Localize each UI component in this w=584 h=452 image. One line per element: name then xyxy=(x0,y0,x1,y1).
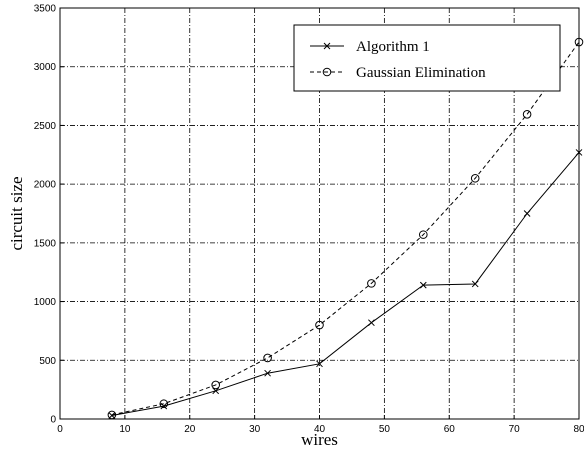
y-tick-label: 3500 xyxy=(34,4,57,15)
data-point xyxy=(211,380,220,390)
series-line xyxy=(111,152,580,416)
x-tick-label: 60 xyxy=(444,424,456,435)
data-point xyxy=(471,280,479,288)
data-point xyxy=(575,149,583,156)
y-tick-label: 2000 xyxy=(34,180,57,191)
x-tick-label: 10 xyxy=(119,424,131,435)
legend-entry: Gaussian Elimination xyxy=(310,65,486,81)
y-tick-label: 0 xyxy=(50,415,56,426)
data-point xyxy=(419,281,427,289)
y-tick-label: 1500 xyxy=(34,238,57,249)
legend-label: Algorithm 1 xyxy=(356,39,430,55)
y-axis-label: circuit size xyxy=(7,176,26,250)
x-tick-label: 50 xyxy=(379,424,391,435)
data-point xyxy=(523,210,531,217)
data-point xyxy=(107,410,117,420)
data-point xyxy=(264,369,271,377)
y-tick-label: 2500 xyxy=(34,121,57,132)
series-1 xyxy=(108,149,583,419)
data-point xyxy=(522,109,532,119)
x-tick-label: 80 xyxy=(573,424,584,435)
data-point xyxy=(263,353,272,363)
y-tick-label: 1000 xyxy=(34,297,57,308)
y-tick-label: 3000 xyxy=(34,62,57,73)
x-tick-label: 0 xyxy=(57,424,63,435)
legend-marker xyxy=(323,42,331,50)
y-ticks: 0 500 1000 1500 2000 2500 3000 3500 xyxy=(34,4,64,426)
x-tick-label: 70 xyxy=(509,424,521,435)
data-point xyxy=(368,319,375,327)
data-point xyxy=(470,173,480,183)
series-layer xyxy=(107,37,584,420)
x-tick-label: 20 xyxy=(184,424,196,435)
x-tick-label: 40 xyxy=(314,424,326,435)
legend-marker xyxy=(322,67,332,77)
series-line xyxy=(111,41,580,416)
x-axis-label: wires xyxy=(301,430,338,449)
data-point xyxy=(108,412,116,419)
legend-entry: Algorithm 1 xyxy=(310,39,430,55)
legend-label: Gaussian Elimination xyxy=(356,65,486,81)
data-point xyxy=(159,399,169,409)
legend-box xyxy=(293,24,561,92)
data-point xyxy=(315,320,324,330)
data-point xyxy=(574,37,584,47)
series-2 xyxy=(107,37,584,420)
x-ticks: 0 10 20 30 40 50 60 70 80 xyxy=(57,415,584,435)
data-point xyxy=(212,387,220,395)
x-tick-label: 30 xyxy=(249,424,261,435)
data-point xyxy=(367,279,376,288)
y-tick-label: 500 xyxy=(39,356,56,367)
data-point xyxy=(316,360,323,368)
data-point xyxy=(419,230,428,239)
legend: Algorithm 1 Gaussian Elimination xyxy=(293,24,561,92)
